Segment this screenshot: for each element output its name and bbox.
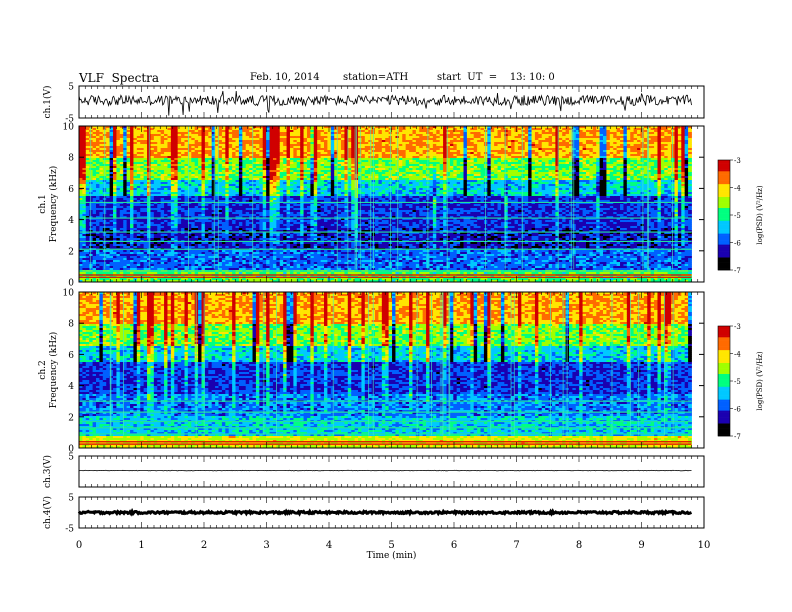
y-tick-label: 0 [68,445,74,455]
y-tick-label: 5 [68,83,74,93]
header-date: Feb. 10, 2014 [250,72,320,83]
y-tick-label: 4 [68,216,74,226]
chart-title: VLF Spectra [79,71,159,85]
spectrogram-ch2-spec [79,292,692,449]
y-tick-label: 8 [68,320,74,330]
x-tick-label: 1 [138,540,144,551]
y-tick-label: 0 [68,279,74,289]
header-station: station=ATH [343,72,408,83]
y-axis-label: ch.3(V) [42,455,53,488]
x-tick-label: 2 [201,540,207,551]
header-start-time: start UT = 13: 10: 0 [437,72,555,83]
colorbar-tick-label: -6 [734,406,741,414]
y-tick-label: 5 [68,453,74,463]
colorbar-label: log(PSD) (V²/Hz) [756,351,764,410]
y-axis-label: ch.1(V) [42,86,53,119]
x-axis-label: Time (min) [367,550,417,561]
colorbar-tick-label: -4 [734,185,741,193]
x-tick-label: 4 [326,540,332,551]
x-tick-label: 7 [513,540,519,551]
colorbar: -3 -4 -5 -6 -7 log(PSD) (V²/Hz) [717,323,764,441]
colorbar: -3 -4 -5 -6 -7 log(PSD) (V²/Hz) [717,157,764,275]
y-tick-label: 4 [68,382,74,392]
colorbar-tick-label: -3 [734,323,741,331]
waveform-trace-ch3-wave [78,469,692,472]
y-tick-label: 6 [68,351,74,361]
x-tick-label: 6 [451,540,457,551]
colorbar-tick-label: -7 [734,267,741,275]
x-tick-label: 5 [388,540,394,551]
y-tick-label: 2 [68,413,74,423]
x-tick-label: 10 [698,540,711,551]
y-tick-label: 6 [68,185,74,195]
y-axis-label: ch.4(V) [42,496,53,529]
y-axis-label: ch.1 [38,194,48,213]
y-tick-label: -5 [65,525,74,535]
colorbar-tick-label: -5 [734,212,741,220]
y-tick-label: 2 [68,247,74,257]
colorbar-tick-label: -7 [734,433,741,441]
colorbar-tick-label: -6 [734,240,741,248]
y-tick-label: 10 [63,289,75,299]
x-tick-label: 9 [638,540,644,551]
y-tick-label: 10 [63,123,75,133]
y-axis-label: Frequency (kHz) [48,166,59,243]
colorbar-label: log(PSD) (V²/Hz) [756,185,764,244]
waveform-trace-ch1-wave [78,90,692,116]
x-tick-label: 0 [76,540,82,551]
x-tick-label: 8 [576,540,582,551]
waveform-trace-ch4-wave [77,507,693,517]
colorbar-tick-label: -5 [734,378,741,386]
y-tick-label: -5 [65,115,74,125]
y-axis-label: Frequency (kHz) [48,332,59,409]
x-tick-label: 3 [263,540,269,551]
y-axis-label: ch.2 [38,360,48,379]
colorbar-tick-label: -4 [734,351,741,359]
y-tick-label: 5 [68,494,74,504]
y-tick-label: 8 [68,154,74,164]
spectrogram-ch1-spec [79,126,692,283]
colorbar-tick-label: -3 [734,157,741,165]
